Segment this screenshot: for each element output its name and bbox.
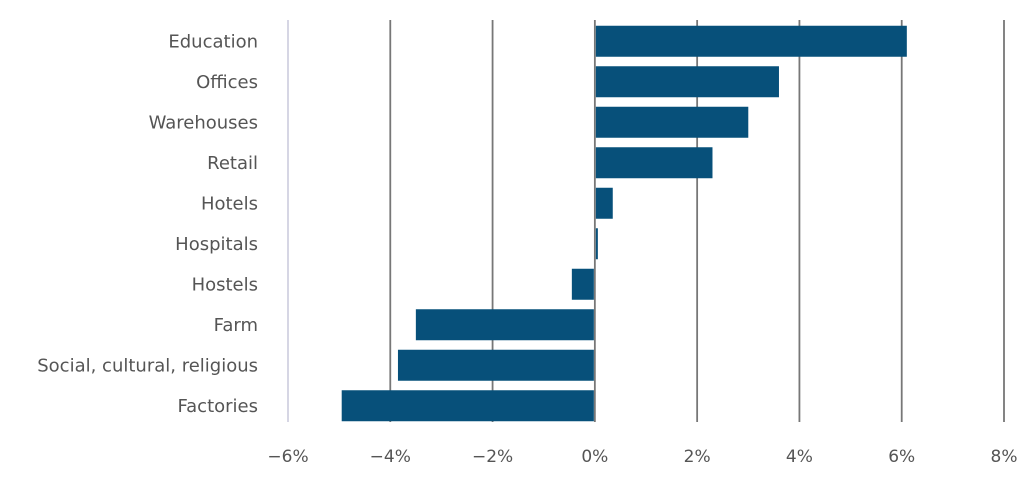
category-label: Hostels <box>192 274 258 295</box>
x-tick-label: 4% <box>786 447 813 467</box>
bar <box>595 106 749 138</box>
x-tick-label: −4% <box>370 447 411 467</box>
bar <box>595 25 907 57</box>
bar <box>341 390 594 422</box>
category-label: Warehouses <box>149 112 258 133</box>
category-label: Education <box>168 31 258 52</box>
bar <box>415 309 594 341</box>
x-tick-label: −6% <box>267 447 308 467</box>
category-label: Offices <box>196 72 258 93</box>
category-label: Social, cultural, religious <box>37 355 258 376</box>
x-tick-label: 8% <box>991 447 1018 467</box>
x-tick-label: 2% <box>684 447 711 467</box>
category-label: Retail <box>207 153 258 174</box>
bar <box>595 66 779 98</box>
x-tick-labels: −6% −4% −2% 0% 2% 4% 6% 8% <box>267 447 1017 467</box>
x-tick-label: −2% <box>472 447 513 467</box>
bar <box>595 228 598 260</box>
bar <box>571 268 594 300</box>
category-labels: Education Offices Warehouses Retail Hotels Ho… <box>37 31 258 417</box>
category-label: Farm <box>214 315 258 336</box>
category-label: Hospitals <box>175 234 258 255</box>
x-tick-label: 0% <box>581 447 608 467</box>
bar <box>595 187 613 219</box>
category-label: Hotels <box>201 193 258 214</box>
bar <box>595 147 713 179</box>
bar <box>397 349 594 381</box>
x-tick-label: 6% <box>888 447 915 467</box>
bars <box>341 25 907 422</box>
category-label: Factories <box>177 396 258 417</box>
